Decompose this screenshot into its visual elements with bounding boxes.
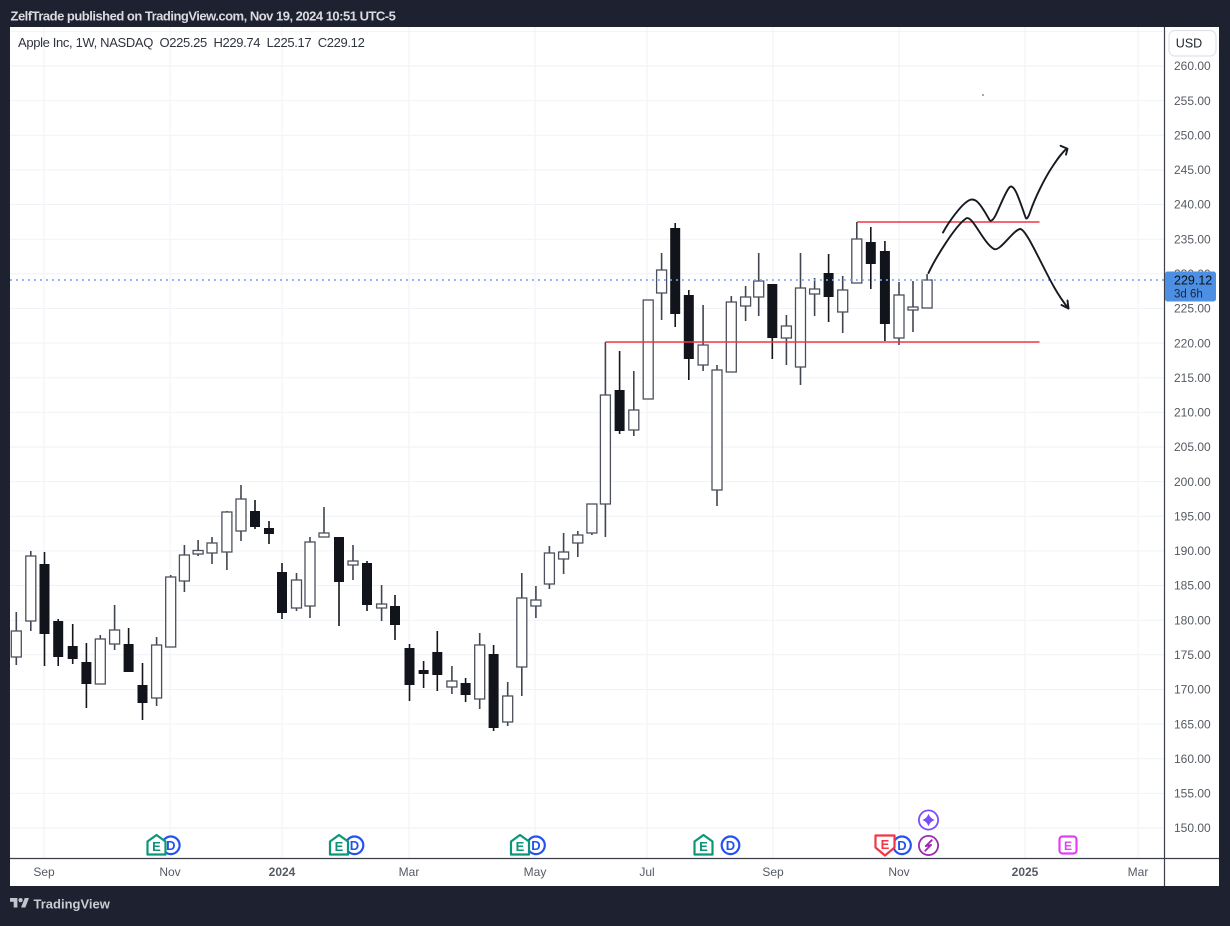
svg-text:E: E bbox=[335, 839, 344, 854]
svg-text:240.00: 240.00 bbox=[1174, 198, 1211, 212]
svg-text:2024: 2024 bbox=[269, 865, 296, 879]
svg-text:Jul: Jul bbox=[639, 865, 654, 879]
svg-text:E: E bbox=[516, 839, 525, 854]
svg-text:D: D bbox=[166, 838, 175, 853]
svg-text:D: D bbox=[726, 838, 735, 853]
svg-text:215.00: 215.00 bbox=[1174, 371, 1211, 385]
svg-text:160.00: 160.00 bbox=[1174, 752, 1211, 766]
svg-text:185.00: 185.00 bbox=[1174, 579, 1211, 593]
svg-text:Nov: Nov bbox=[159, 865, 180, 879]
svg-text:May: May bbox=[524, 865, 547, 879]
svg-text:180.00: 180.00 bbox=[1174, 613, 1211, 627]
svg-text:260.00: 260.00 bbox=[1174, 59, 1211, 73]
svg-text:200.00: 200.00 bbox=[1174, 475, 1211, 489]
svg-text:Mar: Mar bbox=[1128, 865, 1149, 879]
svg-text:D: D bbox=[350, 838, 359, 853]
svg-text:165.00: 165.00 bbox=[1174, 717, 1211, 731]
svg-text:3d 6h: 3d 6h bbox=[1174, 289, 1203, 301]
svg-text:205.00: 205.00 bbox=[1174, 440, 1211, 454]
svg-text:E: E bbox=[152, 839, 161, 854]
svg-text:2025: 2025 bbox=[1012, 865, 1039, 879]
svg-text:Nov: Nov bbox=[888, 865, 909, 879]
svg-text:D: D bbox=[531, 838, 540, 853]
svg-text:225.00: 225.00 bbox=[1174, 302, 1211, 316]
svg-text:250.00: 250.00 bbox=[1174, 129, 1211, 143]
svg-text:USD: USD bbox=[1176, 37, 1202, 51]
svg-text:229.12: 229.12 bbox=[1174, 274, 1212, 288]
svg-text:210.00: 210.00 bbox=[1174, 406, 1211, 420]
svg-text:220.00: 220.00 bbox=[1174, 336, 1211, 350]
svg-text:195.00: 195.00 bbox=[1174, 510, 1211, 524]
svg-text:D: D bbox=[897, 838, 906, 853]
svg-text:Sep: Sep bbox=[762, 865, 784, 879]
svg-text:Sep: Sep bbox=[33, 865, 55, 879]
svg-text:Apple Inc, 1W, NASDAQ O225.25: Apple Inc, 1W, NASDAQ O225.25 H229.74 L2… bbox=[18, 35, 365, 50]
svg-text:150.00: 150.00 bbox=[1174, 821, 1211, 835]
svg-text:E: E bbox=[1064, 839, 1072, 853]
svg-text:175.00: 175.00 bbox=[1174, 648, 1211, 662]
svg-text:255.00: 255.00 bbox=[1174, 94, 1211, 108]
svg-text:245.00: 245.00 bbox=[1174, 163, 1211, 177]
svg-text:TradingView: TradingView bbox=[34, 897, 111, 912]
svg-text:170.00: 170.00 bbox=[1174, 683, 1211, 697]
svg-text:Mar: Mar bbox=[399, 865, 420, 879]
svg-text:ZelfTrade published on Trading: ZelfTrade published on TradingView.com, … bbox=[11, 9, 396, 24]
svg-text:190.00: 190.00 bbox=[1174, 544, 1211, 558]
svg-text:E: E bbox=[699, 839, 708, 854]
svg-text:155.00: 155.00 bbox=[1174, 787, 1211, 801]
svg-text:235.00: 235.00 bbox=[1174, 232, 1211, 246]
svg-text:E: E bbox=[881, 837, 890, 852]
